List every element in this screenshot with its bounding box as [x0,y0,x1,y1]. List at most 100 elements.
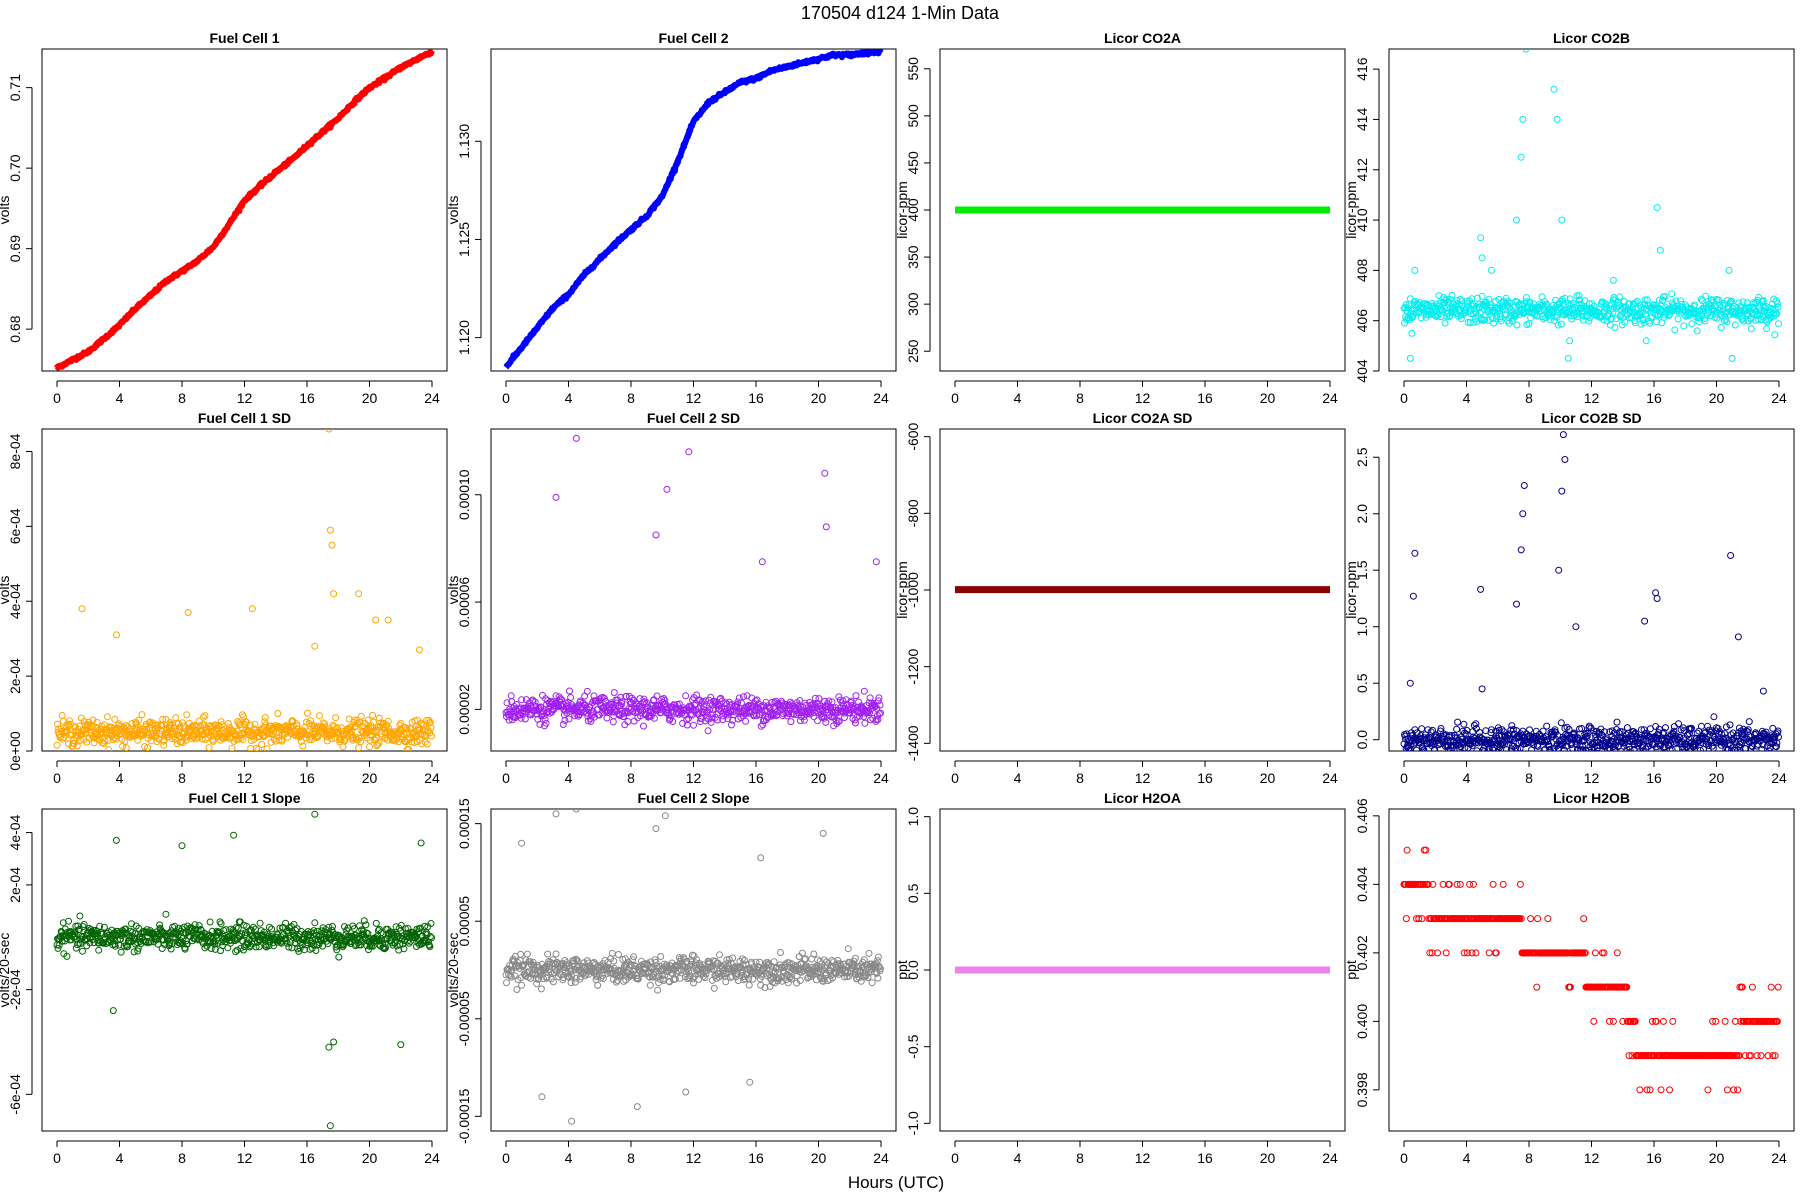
data-point [663,485,671,493]
data-point [565,715,573,723]
x-tick-label: 12 [1584,390,1600,406]
data-point [211,940,219,948]
data-point [657,953,665,960]
y-tick-label: 500 [905,104,921,128]
data-point [1645,739,1653,747]
data-point [537,985,545,993]
data-point [80,921,88,928]
data-point [1601,728,1608,736]
data-point [1420,746,1428,751]
series-marks [1400,431,1782,751]
data-point [428,732,435,740]
data-point [1544,738,1552,746]
data-point [417,924,424,932]
data-point [764,714,771,722]
y-tick-label: 0.70 [7,154,23,181]
data-point [1758,745,1766,751]
data-point [767,709,775,717]
x-tick-label: 4 [565,390,573,406]
data-point [1566,983,1574,991]
data-point [216,918,224,926]
data-point [126,731,134,738]
data-point [800,716,808,724]
data-point [397,927,405,934]
data-point [248,605,256,613]
data-point [330,1038,338,1046]
data-point [1485,949,1493,957]
data-point [650,714,658,722]
data-point [1409,592,1417,600]
data-point [865,949,873,957]
x-tick-label: 8 [178,770,186,786]
y-tick-label: -0.5 [905,1034,921,1058]
y-tick-label: 2e-04 [7,867,23,903]
data-point [540,708,547,716]
data-point [1462,309,1469,317]
data-point [549,978,557,986]
data-point [872,558,880,566]
data-point [1771,331,1779,339]
data-point [1664,734,1671,742]
series-line [503,49,884,370]
data-point [839,697,847,705]
data-point [263,745,271,751]
data-point [834,718,842,726]
data-point [507,973,515,981]
data-point [53,741,61,749]
y-tick-label: 4e-04 [7,583,23,619]
x-tick-label: 0 [502,390,510,406]
data-point [1470,318,1478,326]
data-point [639,699,647,707]
data-point [285,943,293,951]
data-point [316,712,323,720]
data-point [252,943,260,951]
series-marks [54,49,435,371]
data-point [821,469,829,477]
data-point [428,934,435,942]
data-point [1615,729,1623,737]
data-point [1716,301,1724,309]
data-point [341,923,348,931]
x-tick-label: 12 [686,770,702,786]
data-point [796,977,804,984]
data-point [166,719,174,727]
data-point [1609,276,1617,284]
data-point [810,968,818,976]
data-point [852,692,860,700]
data-point [574,957,582,965]
data-point [122,744,130,751]
data-point [345,715,353,723]
data-point [59,735,67,743]
data-point [856,712,864,720]
data-point [399,724,407,732]
data-point [1672,732,1680,740]
data-point [749,703,757,711]
data-point [1655,296,1663,304]
data-point [875,694,883,702]
panel-title: Fuel Cell 1 SD [198,410,291,426]
x-tick-label: 0 [1400,1150,1408,1166]
y-tick-label: -0.00005 [456,991,472,1046]
data-point [255,745,263,751]
data-point [518,839,526,847]
data-point [1543,722,1551,730]
x-tick-label: 24 [1771,770,1787,786]
y-axis-label: volts [445,576,461,605]
data-point [542,964,550,972]
data-point [168,940,176,948]
y-tick-label: -600 [905,422,921,450]
y-tick-label: 0.00006 [456,577,472,628]
data-point [269,731,277,739]
data-point [630,953,638,961]
x-tick-label: 20 [1260,770,1276,786]
data-point [1422,846,1430,854]
data-point [817,963,825,971]
data-point [333,724,341,732]
data-point [877,709,884,717]
data-point [1481,316,1489,324]
y-tick-label: 0.00015 [456,798,472,849]
data-point [1429,880,1437,888]
x-tick-label: 0 [53,390,61,406]
data-point [1525,320,1533,328]
